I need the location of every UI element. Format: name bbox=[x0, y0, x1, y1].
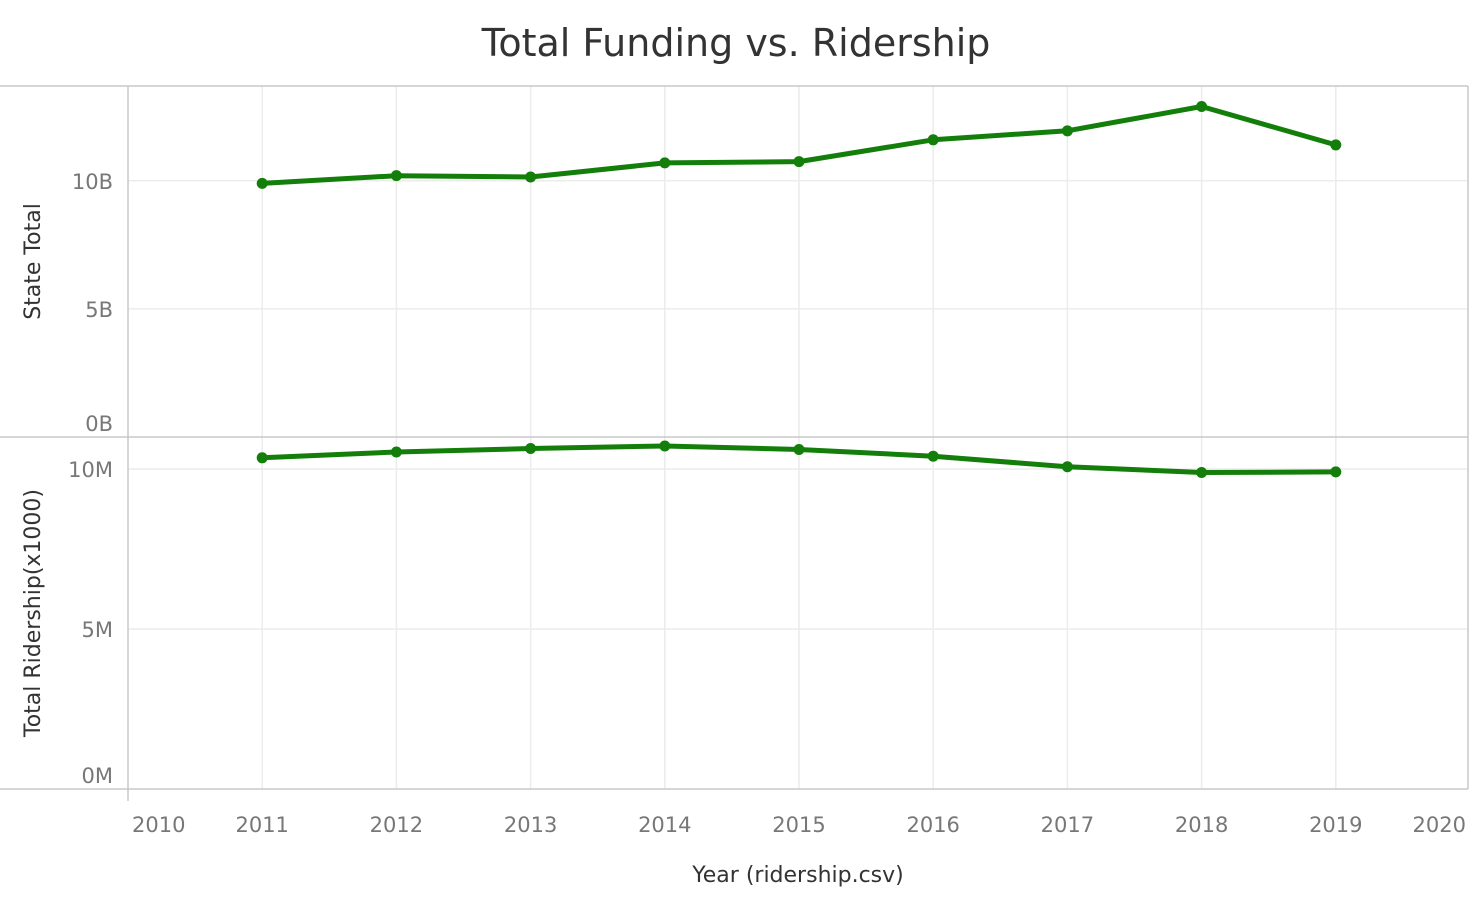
x-tick-label-2011: 2011 bbox=[235, 813, 288, 837]
panel2-data-point-2014 bbox=[659, 440, 671, 452]
panel1-data-point-2015 bbox=[793, 156, 805, 168]
panel1-data-point-2017 bbox=[1061, 125, 1073, 137]
panel2-y-tick-label-0M: 0M bbox=[82, 764, 113, 788]
panel2-data-point-2013 bbox=[525, 443, 537, 455]
panel1-y-tick-label-0B: 0B bbox=[85, 412, 113, 436]
x-tick-label-2010: 2010 bbox=[132, 813, 185, 837]
chart-title: Total Funding vs. Ridership bbox=[481, 21, 991, 65]
x-tick-label-2017: 2017 bbox=[1041, 813, 1094, 837]
panel1-y-tick-label-10B: 10B bbox=[72, 170, 113, 194]
x-tick-label-2015: 2015 bbox=[772, 813, 825, 837]
panel2-data-point-2017 bbox=[1061, 461, 1073, 473]
panel2-data-point-2015 bbox=[793, 443, 805, 455]
x-tick-label-2014: 2014 bbox=[638, 813, 691, 837]
data-layer bbox=[256, 100, 1342, 479]
panel1-data-point-2013 bbox=[525, 171, 537, 183]
x-tick-label-2012: 2012 bbox=[370, 813, 423, 837]
panel1-data-point-2018 bbox=[1196, 100, 1208, 112]
x-axis-label: Year (ridership.csv) bbox=[691, 863, 904, 888]
panel1-y-tick-label-5B: 5B bbox=[85, 298, 113, 322]
panel1-data-point-2011 bbox=[256, 177, 268, 189]
panel2-y-axis-label: Total Ridership(x1000) bbox=[21, 489, 46, 738]
panel2-y-tick-label-5M: 5M bbox=[82, 618, 113, 642]
x-tick-label-2016: 2016 bbox=[906, 813, 959, 837]
panel2-data-point-2016 bbox=[927, 450, 939, 462]
panel1-data-point-2012 bbox=[390, 170, 402, 182]
x-tick-label-2018: 2018 bbox=[1175, 813, 1228, 837]
x-tick-label-2013: 2013 bbox=[504, 813, 557, 837]
tick-labels: 2010 2011 2012 2013 2014 2015 2016 2017 2018 2019… bbox=[21, 170, 1466, 837]
x-tick-label-2019: 2019 bbox=[1309, 813, 1362, 837]
panel1-data-point-2016 bbox=[927, 134, 939, 146]
panel-frames bbox=[0, 85, 1469, 801]
panel1-y-axis-label: State Total bbox=[21, 203, 46, 320]
panel2-data-point-2019 bbox=[1330, 466, 1342, 478]
panel2-data-point-2011 bbox=[256, 452, 268, 464]
panel2-y-tick-label-10M: 10M bbox=[68, 458, 113, 482]
panel1-data-point-2019 bbox=[1330, 139, 1342, 151]
x-tick-label-2020: 2020 bbox=[1413, 813, 1466, 837]
panel2-data-point-2012 bbox=[390, 446, 402, 458]
panel2-data-point-2018 bbox=[1196, 467, 1208, 479]
panel1-data-point-2014 bbox=[659, 157, 671, 169]
